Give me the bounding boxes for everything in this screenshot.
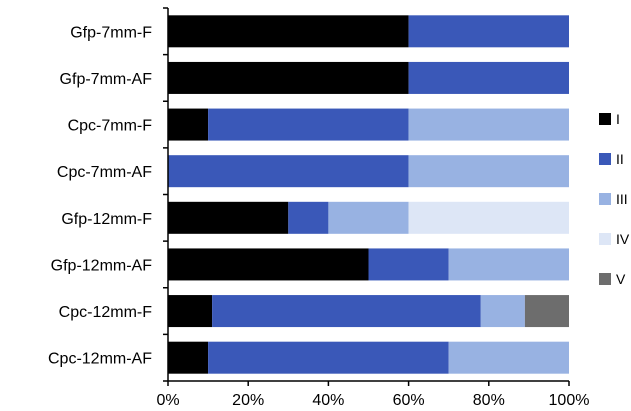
bar-segment-gfp-7mm-f-series-ii — [408, 15, 569, 48]
bar-segment-gfp-7mm-af-series-ii — [408, 61, 569, 94]
legend-swatch-ii — [599, 153, 611, 165]
legend-swatch-iv — [599, 233, 611, 245]
bar-segment-cpc-7mm-af-series-ii — [168, 155, 409, 188]
x-tick-label: 40% — [312, 392, 344, 409]
legend-label-i: I — [616, 111, 620, 127]
legend-label-ii: II — [616, 151, 624, 167]
bar-segment-gfp-12mm-af-series-iii — [448, 248, 569, 281]
x-tick-label: 0% — [156, 392, 179, 409]
bar-segment-gfp-12mm-f-series-ii — [288, 201, 329, 234]
bar-segment-cpc-7mm-f-series-i — [168, 108, 209, 141]
legend-label-iv: IV — [616, 231, 630, 247]
bar-segment-gfp-12mm-f-series-iii — [328, 201, 409, 234]
category-label: Cpc-7mm-AF — [57, 164, 152, 181]
legend-label-iii: III — [616, 191, 628, 207]
category-label: Gfp-7mm-AF — [60, 71, 153, 88]
legend-swatch-iii — [599, 193, 611, 205]
category-label: Gfp-12mm-AF — [51, 257, 153, 274]
x-tick-label: 100% — [549, 392, 590, 409]
legend-swatch-i — [599, 113, 611, 125]
bar-segment-cpc-12mm-af-series-iii — [448, 341, 569, 374]
category-label: Cpc-12mm-AF — [48, 351, 152, 368]
category-label: Gfp-12mm-F — [61, 211, 152, 228]
category-label: Cpc-7mm-F — [68, 118, 153, 135]
category-label: Gfp-7mm-F — [70, 24, 152, 41]
category-labels: Gfp-7mm-F Gfp-7mm-AF Cpc-7mm-F Cpc-7mm-AF Gf… — [48, 24, 152, 367]
bar-segment-gfp-7mm-f-series-i — [168, 15, 409, 48]
bar-segment-gfp-12mm-f-series-iv — [408, 201, 569, 234]
legend-label-v: V — [616, 271, 626, 287]
bar-segment-cpc-12mm-f-series-ii — [212, 295, 481, 328]
bar-segment-cpc-12mm-af-series-ii — [208, 341, 449, 374]
bar-segment-gfp-12mm-f-series-i — [168, 201, 289, 234]
bar-segment-cpc-12mm-af-series-i — [168, 341, 209, 374]
bar-segment-cpc-12mm-f-series-i — [168, 295, 213, 328]
x-tick-label: 20% — [232, 392, 264, 409]
y-axis-ticks — [163, 7, 168, 382]
x-axis-ticks: 0% 20% 40% 60% 80% 100% — [156, 381, 589, 409]
x-tick-label: 80% — [473, 392, 505, 409]
bar-segment-cpc-12mm-f-series-v — [524, 295, 569, 328]
bar-segment-gfp-12mm-af-series-ii — [368, 248, 449, 281]
bar-segment-cpc-7mm-f-series-iii — [408, 108, 569, 141]
bar-segment-cpc-7mm-af-series-iii — [408, 155, 569, 188]
bar-segment-gfp-12mm-af-series-i — [168, 248, 369, 281]
category-label: Cpc-12mm-F — [59, 304, 153, 321]
bar-segment-gfp-7mm-af-series-i — [168, 61, 409, 94]
x-tick-label: 60% — [393, 392, 425, 409]
bar-segment-cpc-12mm-f-series-iii — [480, 295, 525, 328]
legend-swatch-v — [599, 273, 611, 285]
bar-segment-cpc-7mm-f-series-ii — [208, 108, 409, 141]
bar-segments — [168, 15, 569, 374]
